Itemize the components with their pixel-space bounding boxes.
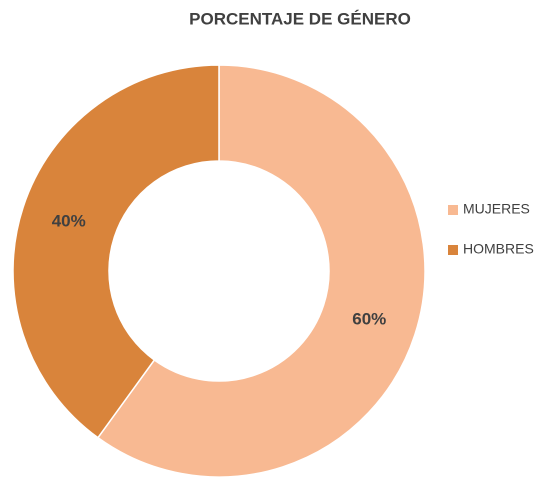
value-label: 60% — [352, 309, 386, 328]
chart-title: PORCENTAJE DE GÉNERO — [189, 9, 411, 28]
legend-swatch — [448, 205, 458, 215]
legend-label: MUJERES — [463, 201, 530, 217]
legend-swatch — [448, 245, 458, 255]
value-label: 40% — [52, 212, 86, 231]
donut-segment — [96, 64, 426, 477]
donut-segment — [12, 64, 220, 439]
legend-label: HOMBRES — [463, 241, 534, 257]
